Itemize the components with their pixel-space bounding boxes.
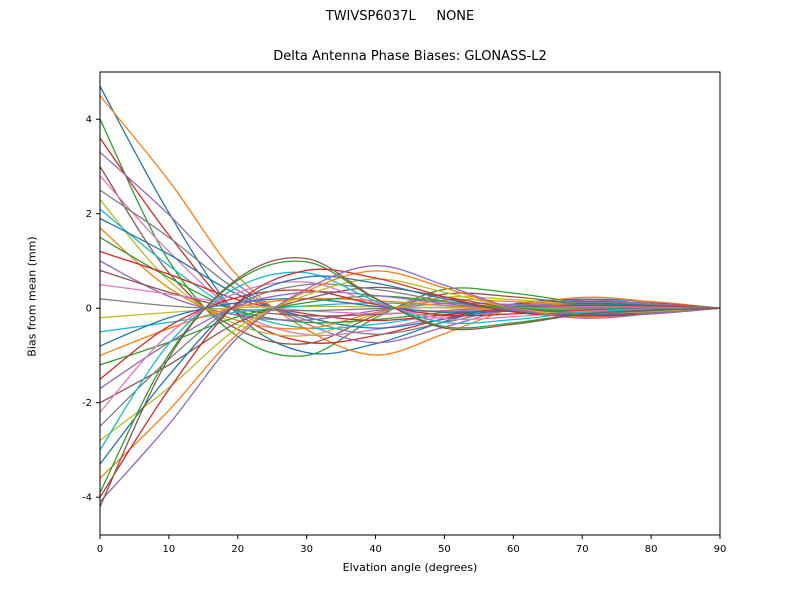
- y-tick-label: 4: [86, 115, 92, 126]
- y-tick-label: 2: [86, 209, 92, 220]
- y-axis-label: Bias from mean (mm): [25, 236, 39, 357]
- data-curve-curve-08: [100, 189, 720, 335]
- data-curve-curve-31: [100, 275, 720, 465]
- data-curve-curve-32: [100, 270, 720, 479]
- curves-group: [100, 85, 720, 508]
- data-curve-curve-35: [100, 265, 720, 503]
- data-curve-curve-36: [100, 257, 720, 508]
- figure-suptitle: TWIVSP6037L NONE: [325, 9, 475, 24]
- data-curve-curve-28: [100, 283, 720, 427]
- chart-title: Delta Antenna Phase Biases: GLONASS-L2: [273, 49, 547, 64]
- data-curve-curve-10: [100, 208, 720, 330]
- data-curve-curve-05: [100, 151, 720, 344]
- axes-frame: [99, 71, 721, 536]
- x-tick-label: 10: [163, 544, 176, 555]
- data-curve-curve-34: [100, 268, 720, 498]
- x-tick-label: 50: [438, 544, 451, 555]
- x-axis-label: Elvation angle (degrees): [342, 561, 478, 574]
- x-tick-label: 30: [300, 544, 313, 555]
- x-tick-label: 80: [645, 544, 658, 555]
- x-tick-label: 60: [507, 544, 520, 555]
- x-tick-label: 20: [231, 544, 244, 555]
- data-curve-curve-06: [100, 165, 720, 345]
- data-curve-curve-02: [100, 94, 720, 356]
- x-tick-label: 70: [576, 544, 589, 555]
- x-tick-label: 40: [369, 544, 382, 555]
- data-curve-curve-33: [100, 260, 720, 494]
- x-tick-label: 0: [97, 544, 103, 555]
- y-tick-label: -2: [82, 398, 92, 409]
- data-curve-curve-14: [100, 250, 720, 322]
- y-tick-label: 0: [86, 304, 92, 315]
- y-tick-label: -4: [82, 493, 92, 504]
- data-curve-curve-11: [100, 217, 720, 329]
- x-tick-label: 90: [714, 544, 727, 555]
- data-curve-curve-04: [100, 137, 720, 344]
